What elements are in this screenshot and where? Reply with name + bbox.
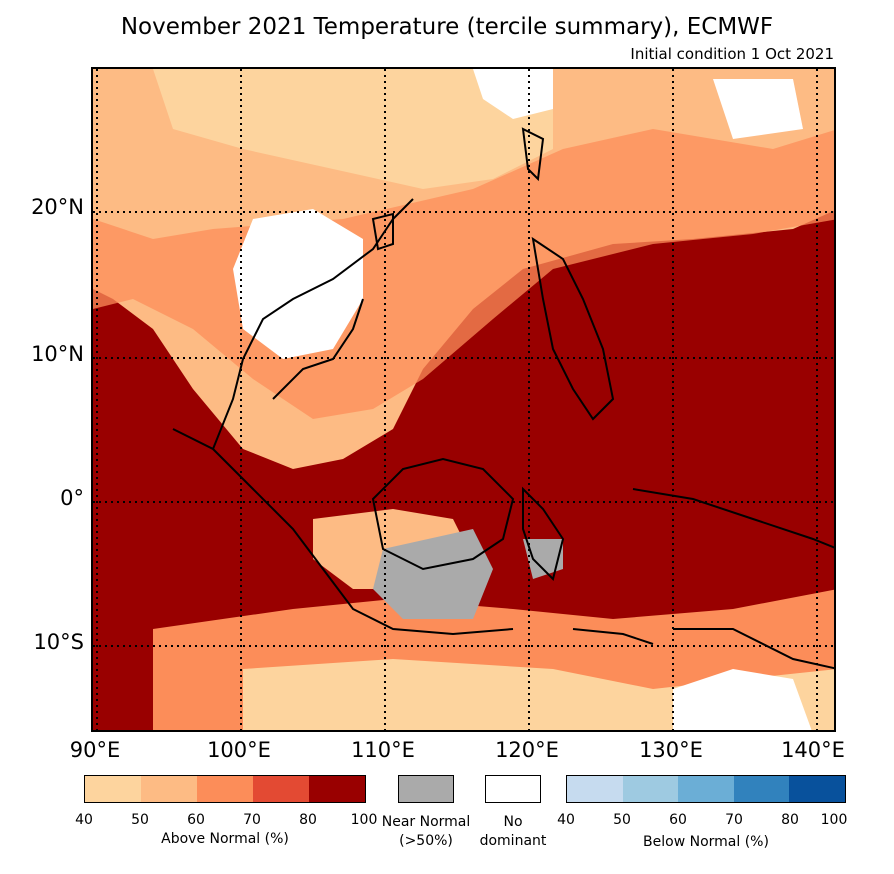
lon-label-100e: 100°E [207,738,271,762]
above-tick-80: 80 [299,812,317,828]
above-swatch-2 [141,776,197,802]
above-swatch-5 [309,776,365,802]
below-swatch-1 [567,776,623,802]
below-normal-caption: Below Normal (%) [643,834,769,850]
no-dominant-caption-2: dominant [479,833,547,849]
gridlines [93,69,834,730]
lat-label-20n: 20°N [31,195,84,219]
region-gray-java-sea [373,529,493,619]
lon-label-130e: 130°E [639,738,703,762]
below-tick-50: 50 [613,812,631,828]
region-pale-north [153,69,553,189]
map-graphic [93,69,834,730]
above-normal-caption: Above Normal (%) [161,831,289,847]
below-swatch-5 [789,776,845,802]
above-tick-100: 100 [350,812,378,828]
near-normal-swatch [398,775,454,803]
below-tick-40: 40 [557,812,575,828]
below-swatch-4 [733,776,790,802]
above-swatch-3 [197,776,253,802]
lat-label-10s: 10°S [33,630,84,654]
region-white-north [473,69,553,119]
map-title: November 2021 Temperature (tercile summa… [120,14,774,40]
below-swatch-2 [622,776,679,802]
above-swatch-4 [253,776,309,802]
above-normal-colorbar [84,775,366,803]
no-dominant-swatch [485,775,541,803]
lon-label-120e: 120°E [495,738,559,762]
region-white-indochina [233,209,363,359]
region-white-ne [713,79,803,139]
forecast-map [91,67,836,732]
near-normal-caption-2: (>50%) [399,833,453,849]
below-tick-80: 80 [781,812,799,828]
near-normal-caption: Near Normal [381,814,471,830]
above-tick-50: 50 [131,812,149,828]
above-swatch-1 [85,776,141,802]
below-swatch-3 [678,776,734,802]
above-tick-40: 40 [75,812,93,828]
lon-label-140e: 140°E [781,738,845,762]
below-tick-60: 60 [669,812,687,828]
lat-label-0: 0° [60,486,84,510]
lon-label-90e: 90°E [69,738,121,762]
below-tick-100: 100 [820,812,848,828]
region-gray-sulawesi [523,539,563,579]
above-tick-60: 60 [187,812,205,828]
region-white-australia [673,669,812,730]
below-tick-70: 70 [725,812,743,828]
below-normal-colorbar [566,775,846,803]
no-dominant-caption: No [503,814,523,830]
map-subtitle: Initial condition 1 Oct 2021 [630,45,834,63]
lon-label-110e: 110°E [351,738,415,762]
above-tick-70: 70 [243,812,261,828]
lat-label-10n: 10°N [31,342,84,366]
